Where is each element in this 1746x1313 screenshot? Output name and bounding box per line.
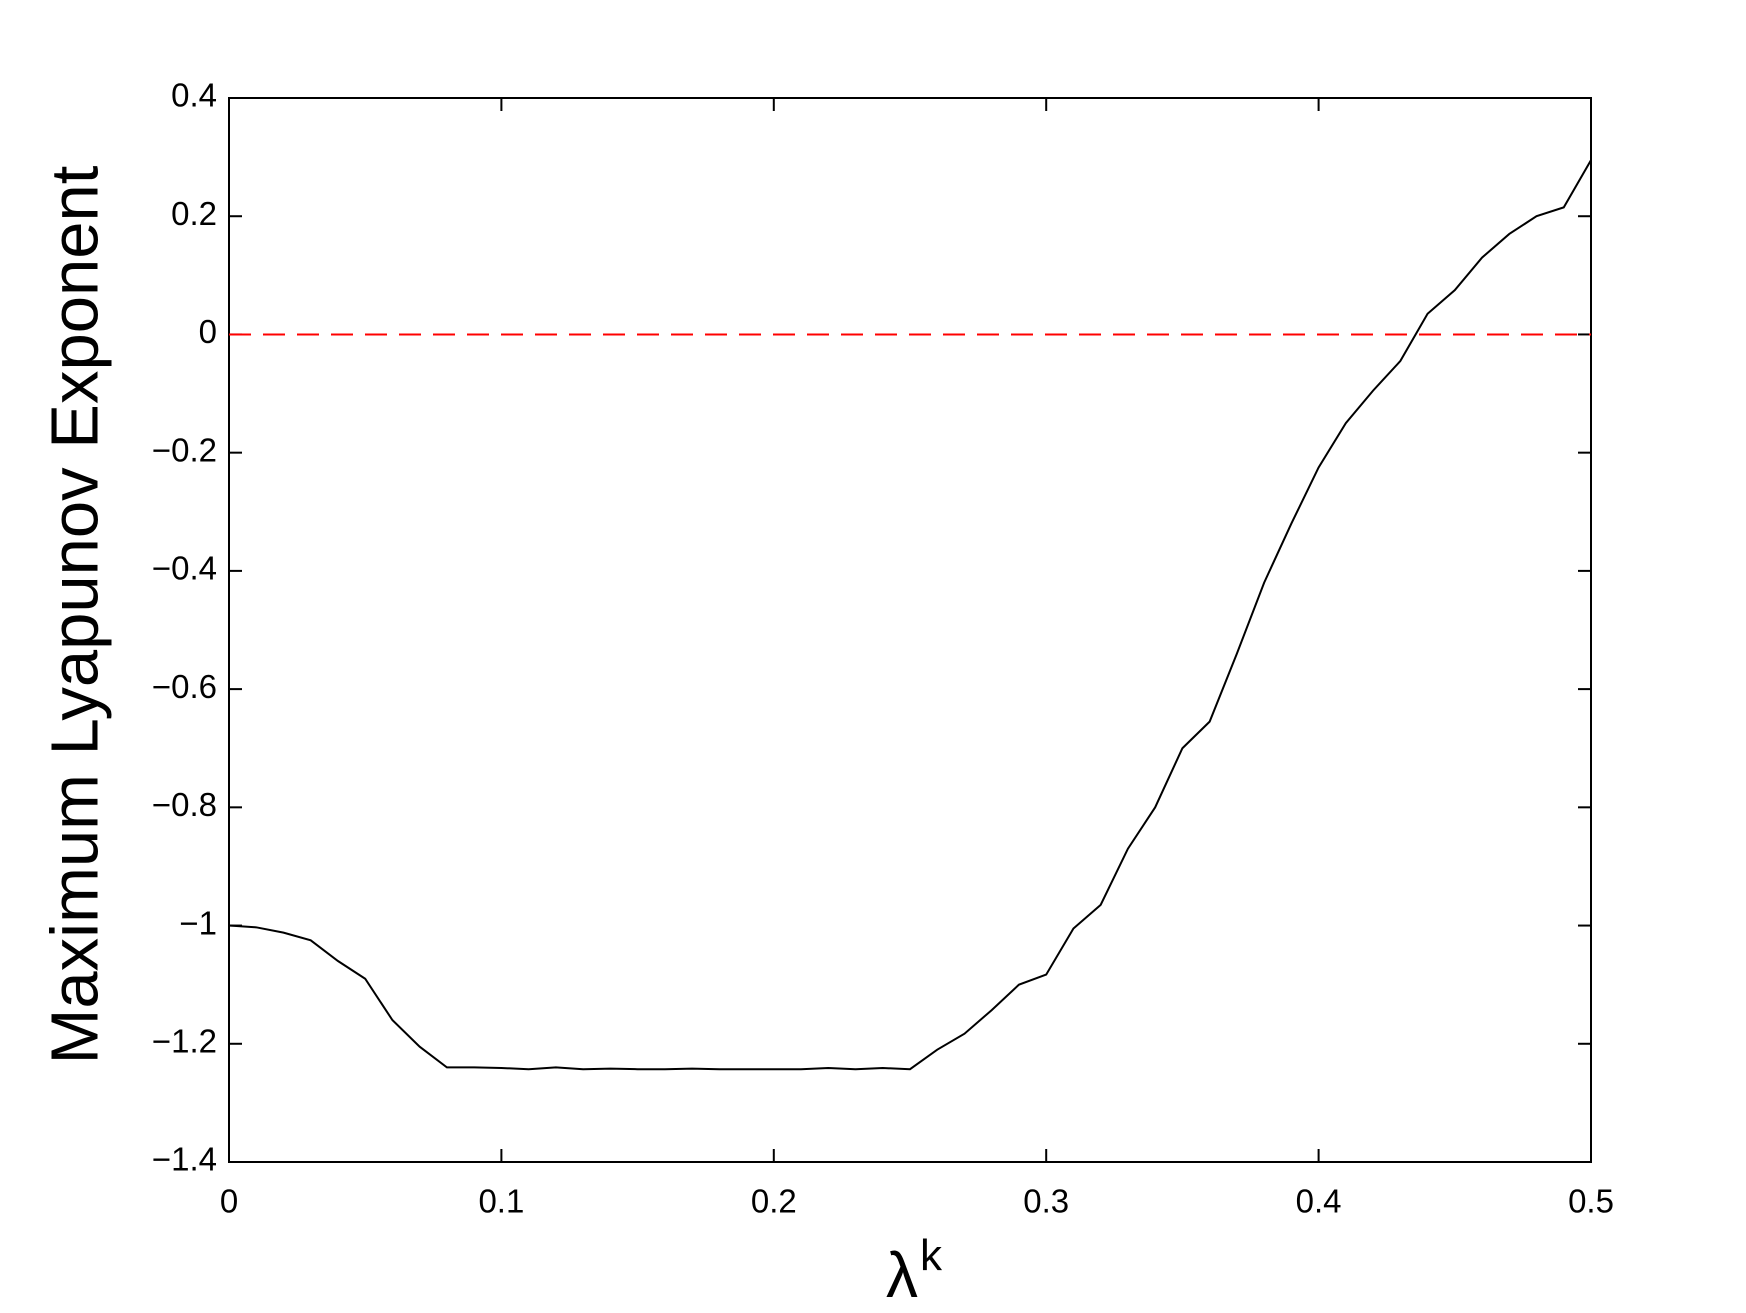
x-tick-label: 0.1: [478, 1183, 524, 1220]
y-tick-label: 0.2: [171, 195, 217, 232]
y-tick-label: −1: [179, 904, 217, 941]
y-tick-label: −0.8: [152, 786, 217, 823]
x-tick-label: 0.2: [751, 1183, 797, 1220]
x-tick-label: 0.4: [1296, 1183, 1342, 1220]
y-tick-label: 0: [199, 313, 217, 350]
y-tick-label: −0.6: [152, 668, 217, 705]
y-tick-label: −1.4: [152, 1141, 217, 1178]
data-line: [228, 159, 1592, 1071]
y-tick-label: −0.2: [152, 431, 217, 468]
y-tick-label: 0.4: [171, 77, 217, 114]
plot-frame: [228, 97, 1592, 1163]
x-axis-label-superscript: k: [920, 1231, 943, 1280]
x-tick-label: 0.5: [1568, 1183, 1614, 1220]
x-axis-label: λ: [886, 1239, 918, 1311]
x-tick-label: 0: [220, 1183, 238, 1220]
y-axis-label: Maximum Lyapunov Exponent: [38, 165, 113, 1064]
y-tick-label: −1.2: [152, 1022, 217, 1059]
y-tick-label: −0.4: [152, 550, 217, 587]
x-tick-label: 0.3: [1023, 1183, 1069, 1220]
